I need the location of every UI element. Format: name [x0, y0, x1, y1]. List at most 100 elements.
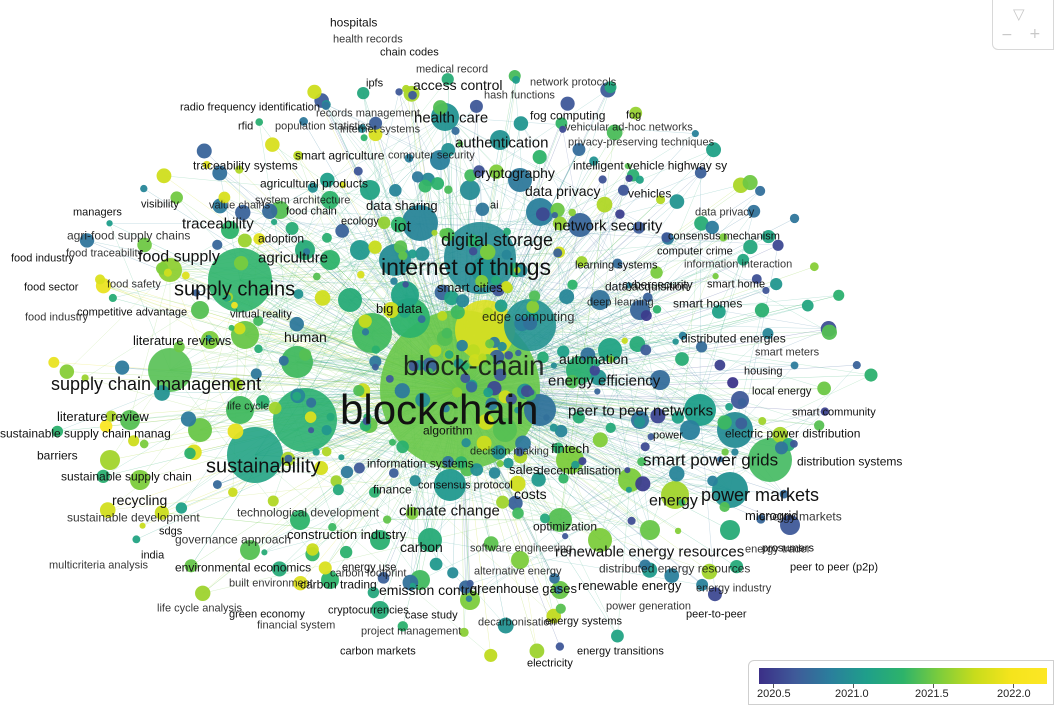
keyword-node[interactable]	[594, 388, 601, 395]
keyword-node[interactable]	[408, 90, 417, 100]
keyword-label[interactable]: medical record	[416, 64, 488, 76]
keyword-label[interactable]: fog computing	[530, 108, 605, 122]
keyword-node[interactable]	[535, 207, 550, 222]
keyword-label[interactable]: local energy	[752, 386, 812, 398]
keyword-node[interactable]	[429, 557, 443, 571]
keyword-node[interactable]	[497, 617, 514, 634]
keyword-node[interactable]	[408, 360, 419, 372]
keyword-node[interactable]	[515, 349, 522, 357]
keyword-node[interactable]	[554, 424, 568, 438]
keyword-label[interactable]: algorithm	[423, 423, 472, 437]
keyword-node[interactable]	[456, 339, 468, 352]
keyword-node[interactable]	[466, 579, 474, 588]
keyword-node[interactable]	[731, 448, 739, 456]
keyword-node[interactable]	[558, 473, 569, 484]
keyword-label[interactable]: alternative energy	[474, 566, 562, 578]
keyword-node[interactable]	[735, 417, 748, 430]
minus-icon[interactable]: −	[1001, 27, 1013, 43]
keyword-node[interactable]	[229, 377, 243, 392]
keyword-node[interactable]	[705, 220, 719, 235]
keyword-node[interactable]	[148, 348, 192, 392]
keyword-node[interactable]	[514, 406, 521, 414]
keyword-node[interactable]	[485, 397, 498, 411]
keyword-node[interactable]	[568, 208, 576, 217]
keyword-node[interactable]	[571, 460, 580, 469]
keyword-node[interactable]	[707, 587, 722, 602]
keyword-node[interactable]	[407, 249, 417, 259]
keyword-node[interactable]	[696, 578, 709, 591]
keyword-node[interactable]	[459, 627, 469, 637]
keyword-node[interactable]	[132, 535, 141, 544]
keyword-label[interactable]: value chains	[209, 200, 271, 212]
keyword-node[interactable]	[503, 457, 514, 469]
keyword-node[interactable]	[175, 502, 188, 514]
keyword-node[interactable]	[391, 281, 419, 309]
keyword-node[interactable]	[476, 435, 492, 451]
keyword-label[interactable]: internet systems	[340, 124, 421, 136]
keyword-node[interactable]	[743, 239, 758, 255]
keyword-node[interactable]	[508, 495, 523, 511]
keyword-node[interactable]	[304, 411, 317, 423]
keyword-node[interactable]	[465, 595, 473, 602]
keyword-node[interactable]	[539, 513, 550, 524]
keyword-node[interactable]	[396, 440, 409, 454]
keyword-node[interactable]	[647, 433, 655, 441]
keyword-node[interactable]	[555, 642, 565, 651]
keyword-node[interactable]	[261, 549, 268, 556]
keyword-node[interactable]	[717, 456, 724, 463]
keyword-node[interactable]	[314, 290, 331, 306]
keyword-node[interactable]	[482, 307, 494, 319]
keyword-label[interactable]: system architecture	[255, 195, 350, 207]
keyword-node[interactable]	[409, 582, 416, 589]
keyword-label[interactable]: human	[284, 329, 327, 345]
keyword-label[interactable]: electric power distribution	[725, 426, 860, 440]
keyword-node[interactable]	[130, 470, 150, 490]
keyword-node[interactable]	[550, 362, 557, 369]
keyword-label[interactable]: life cycle	[227, 401, 269, 413]
keyword-node[interactable]	[444, 185, 453, 194]
keyword-node[interactable]	[444, 350, 454, 359]
keyword-node[interactable]	[852, 361, 861, 370]
keyword-node[interactable]	[635, 175, 644, 184]
keyword-label[interactable]: construction industry	[287, 527, 407, 542]
keyword-node[interactable]	[821, 324, 837, 340]
keyword-label[interactable]: carbon trading	[300, 577, 377, 591]
keyword-node[interactable]	[780, 515, 800, 535]
keyword-node[interactable]	[596, 196, 613, 213]
keyword-node[interactable]	[253, 315, 264, 326]
keyword-node[interactable]	[737, 398, 747, 407]
keyword-label[interactable]: smart meters	[755, 347, 820, 359]
keyword-node[interactable]	[233, 256, 249, 271]
keyword-label[interactable]: energy markets	[759, 509, 842, 523]
keyword-label[interactable]: traceability	[182, 216, 254, 233]
keyword-node[interactable]	[278, 355, 289, 366]
keyword-node[interactable]	[494, 299, 508, 313]
keyword-node[interactable]	[99, 502, 116, 518]
keyword-node[interactable]	[669, 466, 685, 482]
keyword-label[interactable]: ipfs	[366, 78, 384, 90]
keyword-node[interactable]	[307, 84, 322, 100]
keyword-node[interactable]	[212, 480, 222, 489]
keyword-node[interactable]	[604, 81, 617, 94]
keyword-node[interactable]	[415, 392, 431, 408]
keyword-label[interactable]: data acquisition	[605, 279, 688, 293]
keyword-node[interactable]	[369, 355, 382, 368]
keyword-label[interactable]: distributed energy resources	[599, 561, 750, 575]
keyword-node[interactable]	[441, 73, 454, 86]
keyword-node[interactable]	[496, 460, 504, 468]
keyword-node[interactable]	[460, 373, 471, 384]
keyword-node[interactable]	[511, 551, 529, 569]
keyword-node[interactable]	[605, 422, 616, 434]
keyword-node[interactable]	[592, 432, 608, 448]
keyword-node[interactable]	[441, 327, 453, 339]
keyword-node[interactable]	[184, 447, 196, 460]
keyword-node[interactable]	[632, 221, 645, 234]
keyword-node[interactable]	[572, 411, 585, 424]
keyword-node[interactable]	[173, 341, 185, 353]
keyword-node[interactable]	[460, 361, 470, 371]
keyword-label[interactable]: energy systems	[545, 616, 623, 628]
keyword-label[interactable]: greenhouse gases	[470, 581, 577, 596]
keyword-label[interactable]: multicriteria analysis	[49, 560, 149, 572]
keyword-label[interactable]: digital storage	[441, 230, 553, 250]
